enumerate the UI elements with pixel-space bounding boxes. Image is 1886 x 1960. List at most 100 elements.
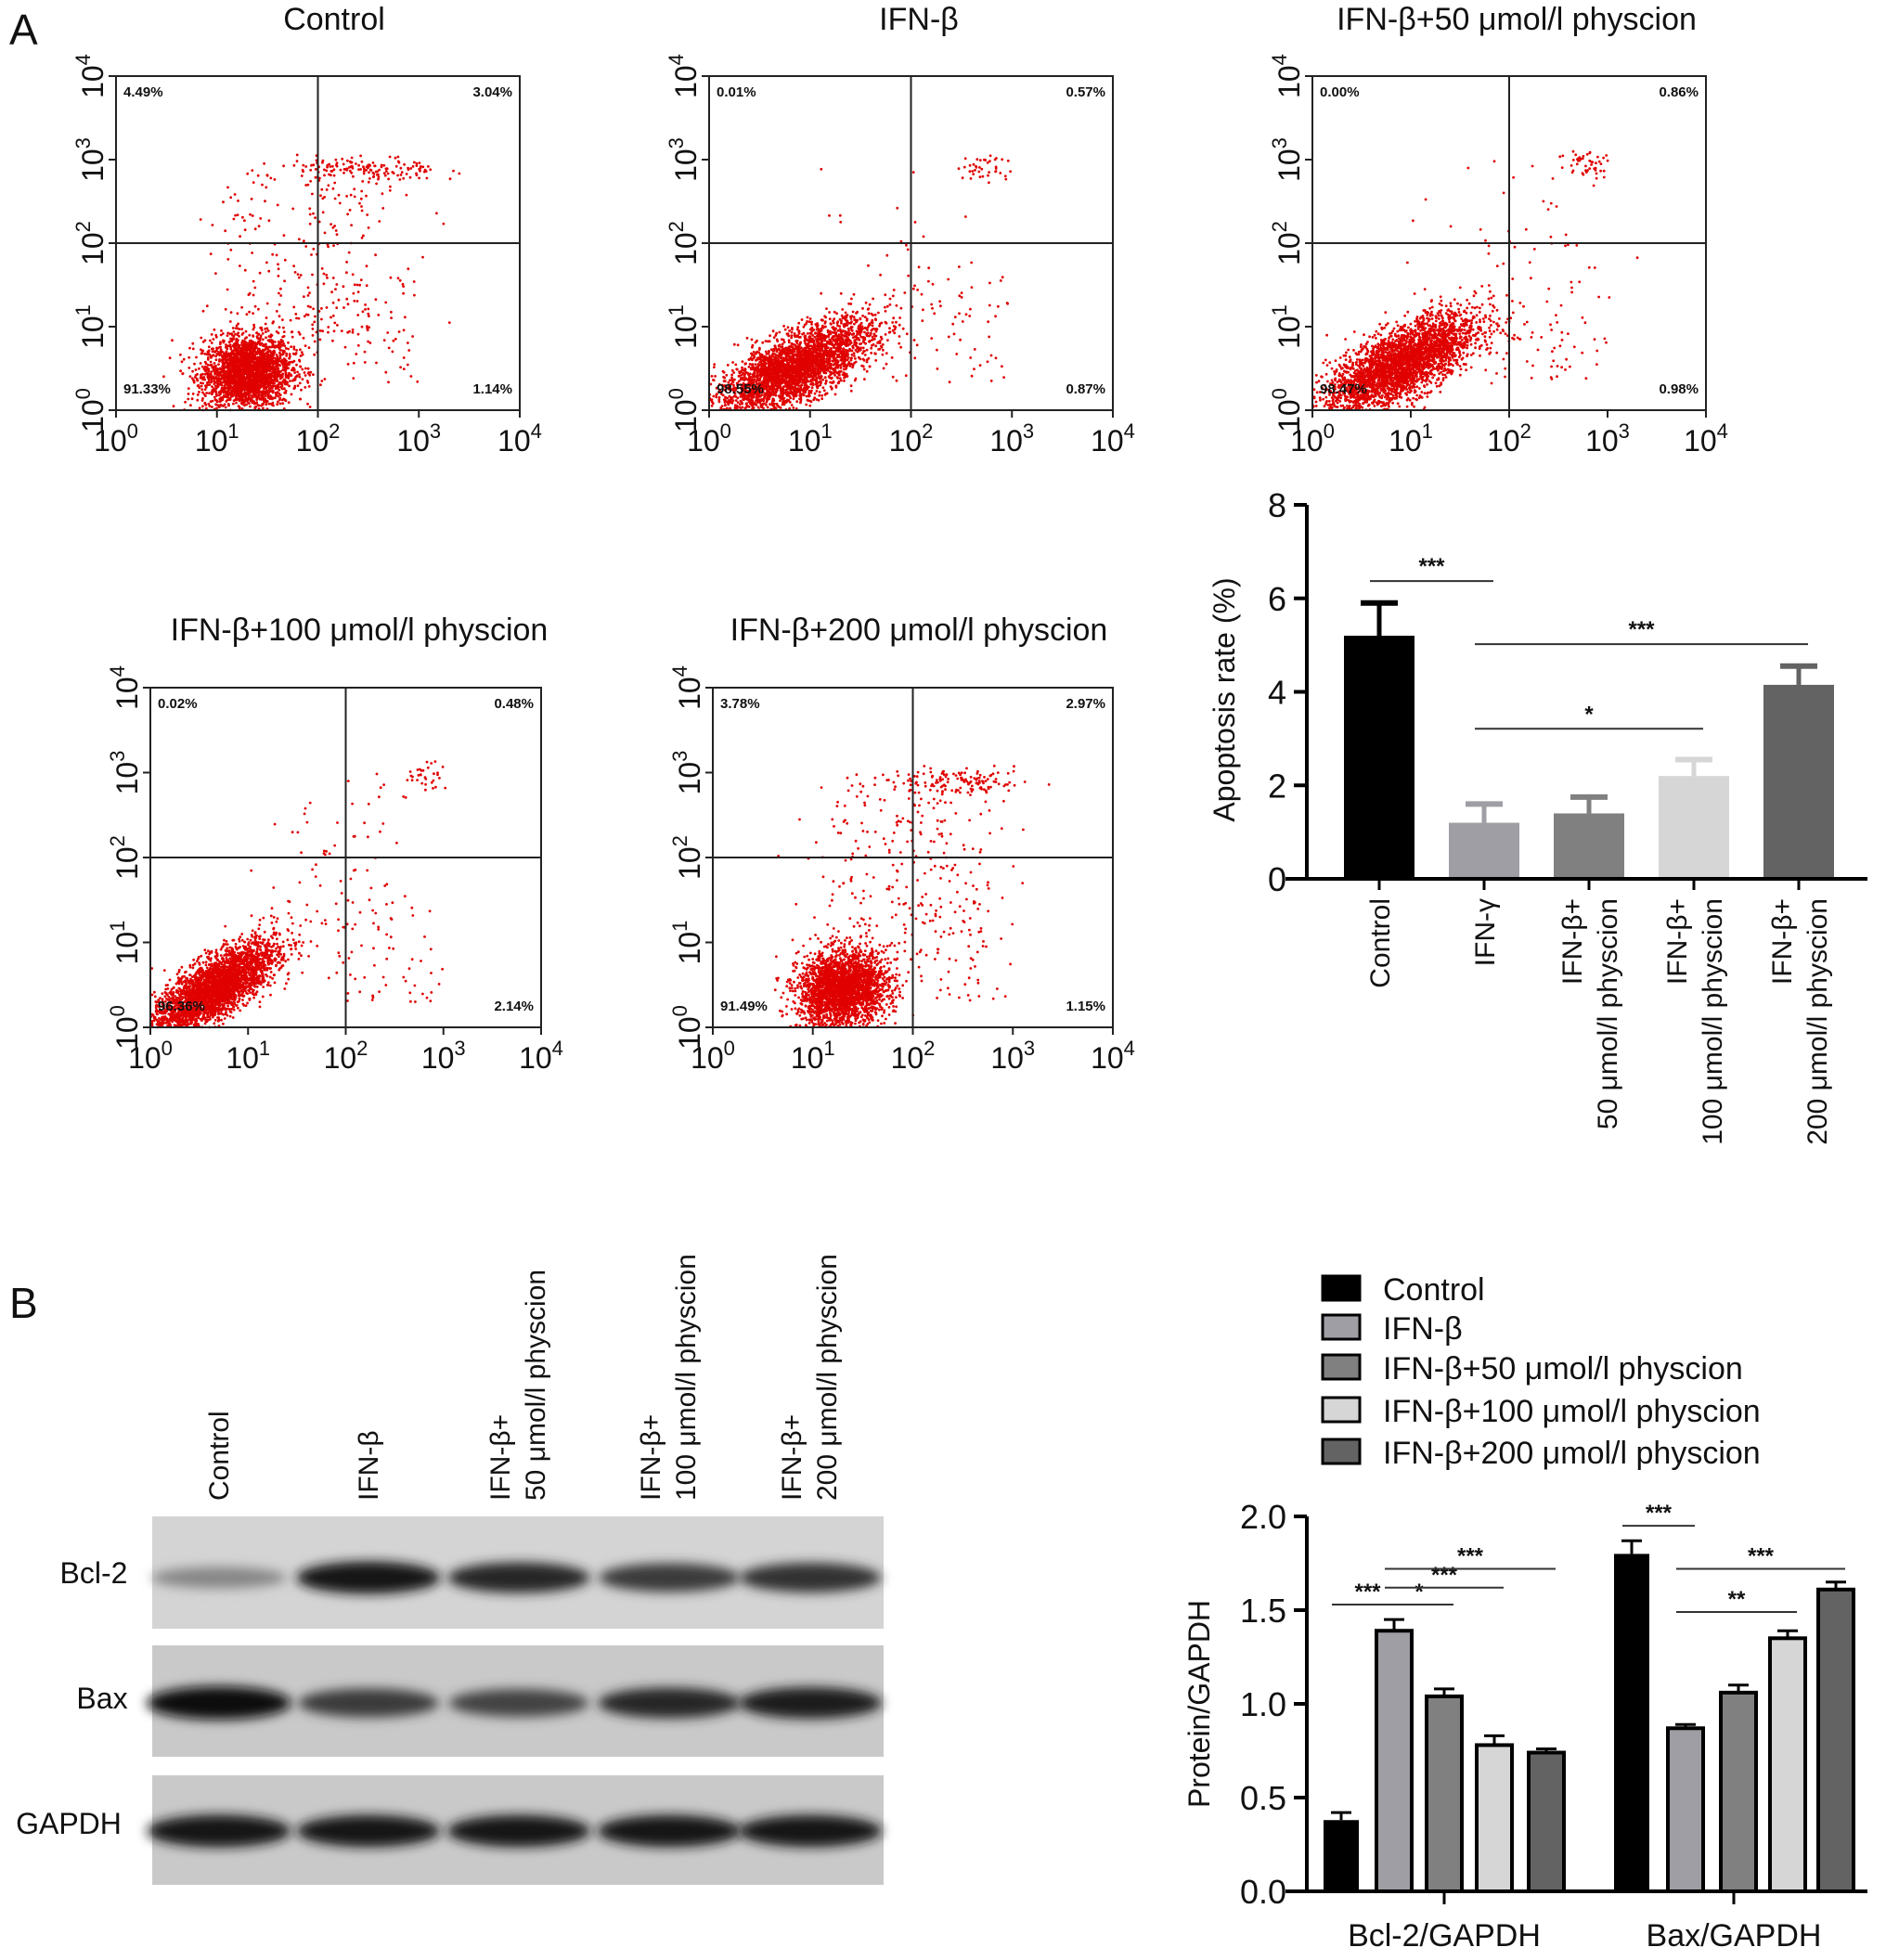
- y-tick-label: 101: [71, 304, 110, 349]
- event-point: [269, 335, 272, 339]
- event-point: [413, 293, 416, 297]
- event-point: [365, 284, 368, 288]
- event-point: [357, 163, 360, 167]
- event-point: [311, 192, 314, 196]
- tick-base: 10: [76, 399, 110, 432]
- event-point: [241, 215, 244, 219]
- event-point: [256, 337, 260, 340]
- tick-base: 10: [497, 424, 531, 458]
- event-point: [836, 329, 840, 332]
- event-point: [223, 403, 226, 406]
- event-point: [215, 394, 218, 397]
- event-point: [283, 344, 287, 348]
- event-point: [865, 369, 869, 373]
- event-point: [713, 366, 716, 368]
- tick-exponent: 3: [430, 419, 441, 443]
- event-point: [325, 169, 329, 173]
- event-point: [256, 348, 260, 351]
- event-point: [825, 307, 828, 310]
- x-tick-label: 104: [497, 419, 542, 458]
- event-point: [275, 373, 278, 377]
- event-point: [265, 403, 268, 406]
- event-point: [779, 406, 782, 409]
- event-point: [238, 366, 240, 369]
- event-point: [872, 327, 875, 330]
- event-point: [741, 368, 744, 372]
- event-point: [797, 321, 801, 325]
- event-point: [213, 371, 216, 375]
- event-point: [184, 400, 187, 404]
- event-point: [325, 188, 329, 191]
- event-point: [188, 375, 192, 379]
- event-point: [328, 162, 330, 166]
- event-point: [252, 386, 256, 390]
- event-point: [853, 322, 856, 326]
- event-point: [814, 331, 818, 335]
- event-point: [808, 404, 812, 407]
- event-point: [263, 161, 265, 165]
- tick-exponent: 2: [71, 221, 95, 232]
- event-point: [255, 381, 259, 385]
- event-point: [859, 316, 862, 320]
- event-point: [874, 344, 878, 348]
- event-point: [321, 161, 324, 164]
- tick-exponent: 4: [531, 419, 542, 443]
- event-point: [342, 168, 346, 171]
- event-point: [821, 318, 824, 322]
- event-point: [418, 161, 421, 165]
- event-point: [254, 405, 258, 408]
- panel-label-a: A: [9, 6, 38, 54]
- event-point: [353, 187, 356, 191]
- event-point: [215, 346, 218, 350]
- event-point: [392, 172, 395, 175]
- event-point: [863, 378, 866, 380]
- event-point: [231, 327, 235, 329]
- event-point: [835, 312, 838, 316]
- event-point: [342, 306, 345, 309]
- event-point: [891, 375, 895, 379]
- event-point: [226, 334, 229, 337]
- event-point: [239, 392, 243, 395]
- event-point: [214, 355, 218, 358]
- event-point: [399, 174, 403, 176]
- event-point: [226, 345, 228, 349]
- event-point: [842, 371, 846, 375]
- event-point: [788, 401, 792, 404]
- event-point: [242, 388, 246, 392]
- event-point: [368, 315, 370, 317]
- event-point: [203, 388, 207, 391]
- event-point: [195, 355, 198, 359]
- event-point: [295, 160, 299, 163]
- event-point: [253, 286, 257, 290]
- event-point: [382, 163, 386, 167]
- event-point: [268, 390, 272, 393]
- event-point: [236, 213, 239, 217]
- event-point: [405, 173, 408, 175]
- event-point: [418, 167, 421, 171]
- tick-exponent: 2: [329, 419, 340, 443]
- event-point: [308, 373, 312, 377]
- event-point: [252, 343, 254, 347]
- event-point: [226, 186, 229, 189]
- event-point: [282, 330, 286, 333]
- event-point: [198, 386, 201, 390]
- event-point: [308, 213, 312, 216]
- event-point: [213, 328, 216, 331]
- event-point: [421, 165, 425, 169]
- event-point: [321, 329, 324, 333]
- event-point: [214, 272, 217, 275]
- event-point: [248, 355, 252, 357]
- event-point: [243, 398, 247, 402]
- event-point: [333, 197, 337, 200]
- event-point: [326, 277, 329, 279]
- event-point: [213, 395, 216, 399]
- event-point: [245, 313, 249, 316]
- event-point: [243, 268, 247, 272]
- event-point: [238, 372, 241, 376]
- tick-exponent: 1: [71, 304, 95, 316]
- event-point: [171, 339, 174, 342]
- event-point: [861, 315, 864, 317]
- event-point: [298, 375, 302, 379]
- event-point: [262, 387, 265, 390]
